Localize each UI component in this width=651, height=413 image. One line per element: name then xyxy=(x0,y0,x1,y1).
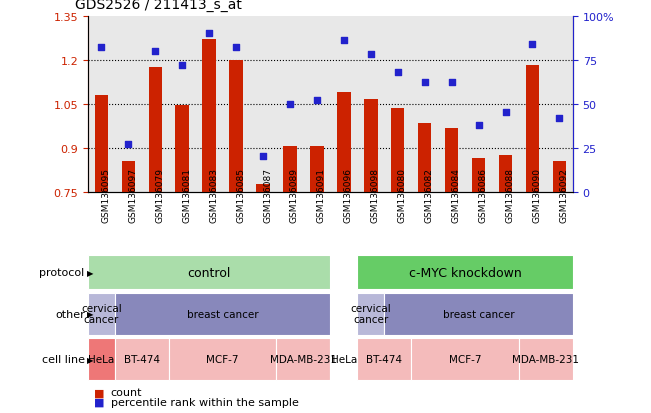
Point xyxy=(150,48,160,55)
Text: GSM136097: GSM136097 xyxy=(128,168,137,223)
Text: breast cancer: breast cancer xyxy=(187,309,258,319)
Text: ■: ■ xyxy=(94,397,105,407)
Bar xyxy=(499,155,512,192)
Bar xyxy=(176,106,189,192)
Point xyxy=(393,69,403,76)
Point xyxy=(284,101,295,107)
Text: HeLa: HeLa xyxy=(89,354,115,364)
Bar xyxy=(330,337,357,382)
Bar xyxy=(519,338,573,380)
Bar xyxy=(94,95,108,192)
Bar xyxy=(330,291,357,337)
Text: GSM136080: GSM136080 xyxy=(398,168,407,223)
Text: GSM136082: GSM136082 xyxy=(424,168,434,223)
Bar xyxy=(391,109,404,192)
Text: GSM136083: GSM136083 xyxy=(209,168,218,223)
Text: GSM136079: GSM136079 xyxy=(155,168,164,223)
Text: ▶: ▶ xyxy=(87,268,94,277)
Text: cell line: cell line xyxy=(42,354,85,364)
Point xyxy=(366,52,376,59)
Text: HeLa: HeLa xyxy=(331,354,357,364)
Text: GSM136087: GSM136087 xyxy=(263,168,272,223)
Bar xyxy=(445,129,458,192)
Text: GSM136096: GSM136096 xyxy=(344,168,353,223)
Point xyxy=(312,97,322,104)
Point xyxy=(527,41,538,48)
Text: MDA-MB-231: MDA-MB-231 xyxy=(270,354,337,364)
Bar xyxy=(337,93,351,192)
Text: BT-474: BT-474 xyxy=(124,354,159,364)
Text: cervical
cancer: cervical cancer xyxy=(81,303,122,325)
Bar xyxy=(88,338,115,380)
Point xyxy=(123,141,133,148)
Point xyxy=(339,38,349,45)
Text: MDA-MB-231: MDA-MB-231 xyxy=(512,354,579,364)
Text: control: control xyxy=(187,266,231,279)
Bar xyxy=(229,60,243,192)
Text: c-MYC knockdown: c-MYC knockdown xyxy=(409,266,521,279)
Text: GSM136092: GSM136092 xyxy=(559,168,568,223)
Text: GSM136091: GSM136091 xyxy=(317,168,326,223)
Text: count: count xyxy=(111,387,142,397)
Point xyxy=(447,80,457,87)
Text: GSM136095: GSM136095 xyxy=(102,168,111,223)
Point xyxy=(473,122,484,128)
Point xyxy=(419,80,430,87)
Bar xyxy=(357,256,573,290)
Point xyxy=(204,31,214,38)
Bar xyxy=(88,256,330,290)
Bar xyxy=(418,123,432,192)
Text: GSM136085: GSM136085 xyxy=(236,168,245,223)
Bar xyxy=(115,293,330,335)
Text: other: other xyxy=(55,309,85,319)
Bar xyxy=(357,338,411,380)
Text: MCF-7: MCF-7 xyxy=(206,354,239,364)
Text: cervical
cancer: cervical cancer xyxy=(350,303,391,325)
Text: GSM136088: GSM136088 xyxy=(506,168,514,223)
Text: ▶: ▶ xyxy=(87,309,94,318)
Point xyxy=(258,154,268,160)
Bar xyxy=(283,147,297,192)
Bar xyxy=(256,185,270,192)
Text: ▶: ▶ xyxy=(87,355,94,364)
Point xyxy=(96,45,107,52)
Bar xyxy=(384,293,573,335)
Bar xyxy=(526,66,539,192)
Point xyxy=(231,45,242,52)
Text: breast cancer: breast cancer xyxy=(443,309,514,319)
Text: protocol: protocol xyxy=(39,268,85,278)
Bar xyxy=(411,338,519,380)
Bar xyxy=(364,100,378,192)
Text: GSM136098: GSM136098 xyxy=(371,168,380,223)
Bar xyxy=(553,161,566,192)
Text: GDS2526 / 211413_s_at: GDS2526 / 211413_s_at xyxy=(75,0,242,12)
Text: GSM136081: GSM136081 xyxy=(182,168,191,223)
Text: GSM136089: GSM136089 xyxy=(290,168,299,223)
Text: GSM136084: GSM136084 xyxy=(452,168,461,223)
Bar xyxy=(330,338,357,380)
Bar xyxy=(169,338,277,380)
Text: ■: ■ xyxy=(94,387,105,397)
Bar xyxy=(202,40,216,192)
Bar xyxy=(330,256,357,290)
Bar xyxy=(277,338,330,380)
Bar xyxy=(472,159,485,192)
Bar xyxy=(88,293,115,335)
Point xyxy=(177,62,187,69)
Bar xyxy=(115,338,169,380)
Point xyxy=(554,115,564,121)
Text: BT-474: BT-474 xyxy=(367,354,402,364)
Bar xyxy=(148,68,162,192)
Text: GSM136090: GSM136090 xyxy=(533,168,542,223)
Text: GSM136086: GSM136086 xyxy=(478,168,488,223)
Text: percentile rank within the sample: percentile rank within the sample xyxy=(111,397,299,407)
Bar xyxy=(122,161,135,192)
Text: MCF-7: MCF-7 xyxy=(449,354,481,364)
Bar xyxy=(357,293,384,335)
Point xyxy=(501,110,511,116)
Bar xyxy=(310,147,324,192)
